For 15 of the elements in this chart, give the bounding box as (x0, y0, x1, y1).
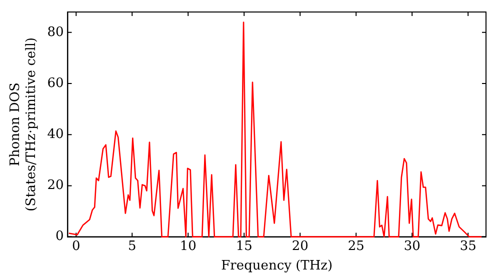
x-tick-label: 25 (348, 238, 364, 254)
x-tick-label: 10 (180, 238, 196, 254)
y-tick-label: 0 (55, 229, 64, 244)
y-tick-label: 20 (47, 178, 64, 194)
x-tick-label: 30 (404, 238, 420, 254)
x-tick-label: 15 (236, 238, 252, 254)
x-tick-label: 0 (72, 238, 80, 254)
x-tick-label: 5 (128, 238, 136, 254)
x-tick-label: 35 (460, 238, 476, 254)
x-tick-label: 20 (292, 238, 308, 254)
y-tick-label: 80 (47, 24, 64, 40)
y-tick-label: 60 (47, 76, 64, 91)
y-tick-label: 40 (47, 126, 64, 142)
x-axis-title: Frequency (THz) (221, 258, 333, 274)
y-axis-title: Phonon DOS (States/THz·primitive cell) (8, 37, 39, 212)
